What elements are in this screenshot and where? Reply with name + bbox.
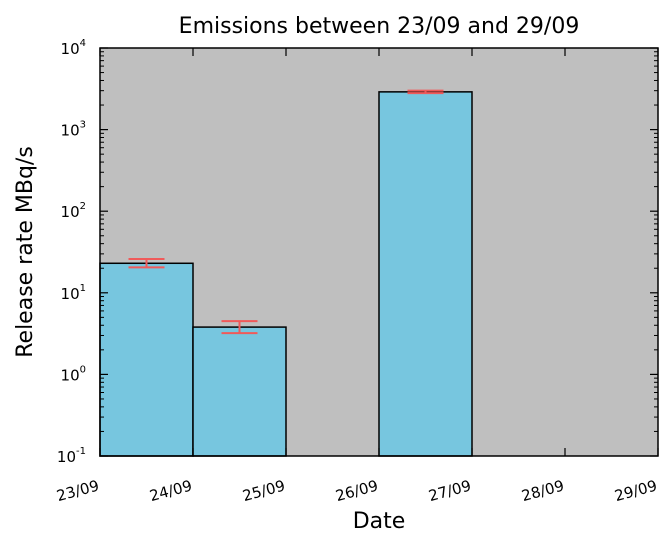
bar-0 — [99, 262, 194, 457]
x-tick-label: 29/09 — [613, 476, 659, 505]
y-tick-label: 104 — [61, 38, 86, 58]
y-tick-label: 10-1 — [57, 446, 86, 466]
chart-title: Emissions between 23/09 and 29/09 — [179, 14, 580, 39]
x-tick-label: 26/09 — [334, 476, 380, 505]
error-bar-0 — [128, 257, 165, 269]
x-tick-label: 24/09 — [148, 476, 194, 505]
y-tick-label: 101 — [61, 283, 86, 303]
x-axis-label: Date — [353, 509, 406, 534]
bar-3 — [378, 91, 473, 457]
bar-1 — [192, 326, 287, 457]
error-bar-1 — [221, 320, 258, 335]
y-axis-label: Release rate MBq/s — [13, 146, 38, 358]
y-tick-label: 103 — [61, 120, 86, 140]
x-tick-label: 23/09 — [55, 476, 101, 505]
x-tick-label: 28/09 — [520, 476, 566, 505]
x-tick-label: 27/09 — [427, 476, 473, 505]
bars-layer — [99, 91, 473, 457]
error-bar-3 — [407, 89, 444, 95]
y-axis: 10-1 100 101 102 103 104 — [57, 38, 658, 466]
x-tick-label: 25/09 — [241, 476, 287, 505]
error-bars-layer — [128, 89, 444, 335]
y-tick-label: 102 — [61, 201, 86, 221]
y-tick-label: 100 — [61, 364, 86, 384]
